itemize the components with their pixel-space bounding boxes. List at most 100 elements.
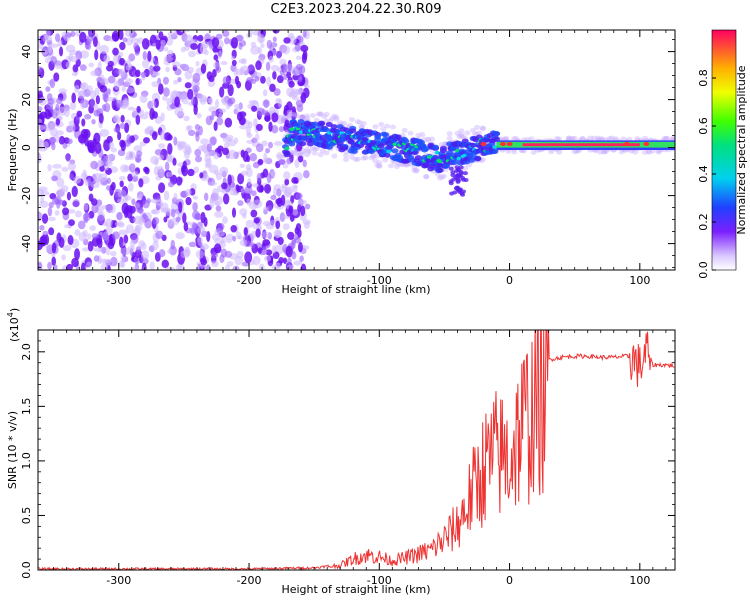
noise-blob — [286, 157, 292, 165]
noise-blob — [249, 78, 257, 84]
noise-blob — [266, 76, 272, 87]
noise-blob — [140, 250, 150, 260]
noise-blob — [71, 185, 78, 198]
noise-blob — [47, 216, 56, 222]
signal-halo — [528, 136, 535, 142]
noise-blob — [87, 176, 92, 187]
signal-halo — [348, 117, 355, 123]
noise-blob — [191, 222, 198, 230]
noise-blob — [268, 55, 274, 63]
noise-blob — [74, 84, 80, 94]
signal-core — [450, 160, 458, 166]
spectrogram-xtick-label: -200 — [237, 274, 262, 287]
noise-blob — [282, 223, 290, 231]
signal-halo — [368, 155, 375, 161]
noise-blob — [179, 30, 190, 33]
noise-blob — [62, 207, 70, 216]
noise-blob — [292, 185, 298, 194]
signal-core — [322, 127, 330, 133]
noise-blob — [139, 93, 148, 104]
signal-halo — [331, 153, 338, 159]
noise-blob — [71, 71, 78, 77]
signal-halo — [511, 149, 518, 155]
noise-blob — [91, 204, 99, 214]
noise-blob — [222, 30, 230, 37]
noise-blob — [189, 39, 199, 45]
noise-blob — [291, 176, 298, 184]
noise-blob — [73, 175, 81, 184]
noise-blob — [118, 30, 124, 41]
noise-blob — [110, 181, 116, 191]
noise-blob — [158, 182, 166, 193]
noise-blob — [136, 150, 143, 157]
noise-blob — [260, 43, 265, 48]
noise-blob — [230, 224, 238, 233]
noise-blob — [283, 257, 288, 264]
noise-blob — [126, 133, 131, 144]
noise-blob — [276, 50, 282, 59]
noise-blob — [67, 161, 76, 171]
signal-halo — [567, 136, 574, 142]
noise-blob — [299, 114, 306, 121]
noise-blob — [241, 58, 247, 65]
signal-halo — [501, 136, 508, 142]
noise-blob — [232, 235, 237, 242]
noise-blob — [119, 180, 124, 188]
signal-halo — [655, 149, 662, 155]
noise-blob — [117, 189, 127, 198]
noise-blob — [88, 145, 96, 154]
signal-halo — [595, 135, 602, 141]
signal-halo — [376, 160, 383, 166]
signal-halo — [591, 135, 598, 141]
noise-blob — [252, 255, 261, 266]
signal-halo — [642, 135, 649, 141]
noise-blob — [211, 37, 220, 48]
signal-core — [338, 137, 346, 143]
chart-title: C2E3.2023.204.22.30.R09 — [270, 2, 442, 17]
noise-blob — [270, 219, 277, 224]
noise-blob — [267, 205, 272, 212]
noise-blob — [71, 124, 76, 133]
noise-blob — [237, 200, 244, 206]
noise-blob — [263, 206, 269, 212]
noise-blob — [133, 256, 141, 265]
noise-blob — [133, 42, 140, 51]
noise-blob — [219, 254, 225, 263]
noise-blob — [222, 76, 230, 85]
noise-blob — [185, 144, 191, 154]
noise-blob — [297, 155, 304, 163]
noise-blob — [228, 149, 237, 160]
noise-blob — [50, 43, 60, 48]
noise-blob — [286, 87, 295, 97]
noise-blob — [217, 145, 224, 152]
noise-blob — [264, 183, 272, 194]
noise-blob — [272, 71, 277, 80]
noise-blob — [118, 175, 126, 181]
noise-blob — [93, 255, 100, 262]
noise-blob — [276, 114, 286, 125]
noise-blob — [218, 113, 223, 119]
signal-halo — [311, 150, 318, 156]
noise-blob — [38, 106, 43, 112]
noise-blob — [163, 55, 174, 62]
signal-halo — [599, 136, 606, 142]
noise-blob — [149, 261, 155, 270]
signal-halo — [479, 126, 486, 132]
signal-halo — [456, 133, 463, 139]
noise-blob — [203, 192, 209, 202]
noise-blob — [291, 251, 297, 260]
noise-blob — [133, 145, 143, 152]
noise-blob — [141, 38, 150, 50]
noise-blob — [227, 174, 232, 186]
noise-blob — [106, 96, 116, 102]
noise-blob — [268, 121, 273, 132]
noise-blob — [98, 113, 104, 124]
signal-peak — [456, 156, 462, 161]
signal-halo — [608, 135, 615, 141]
spectrogram-xtick-label: -100 — [367, 274, 392, 287]
signal-halo — [454, 130, 461, 136]
noise-blob — [222, 216, 228, 224]
noise-blob — [256, 172, 262, 182]
noise-blob — [263, 255, 272, 262]
noise-blob — [125, 78, 133, 85]
